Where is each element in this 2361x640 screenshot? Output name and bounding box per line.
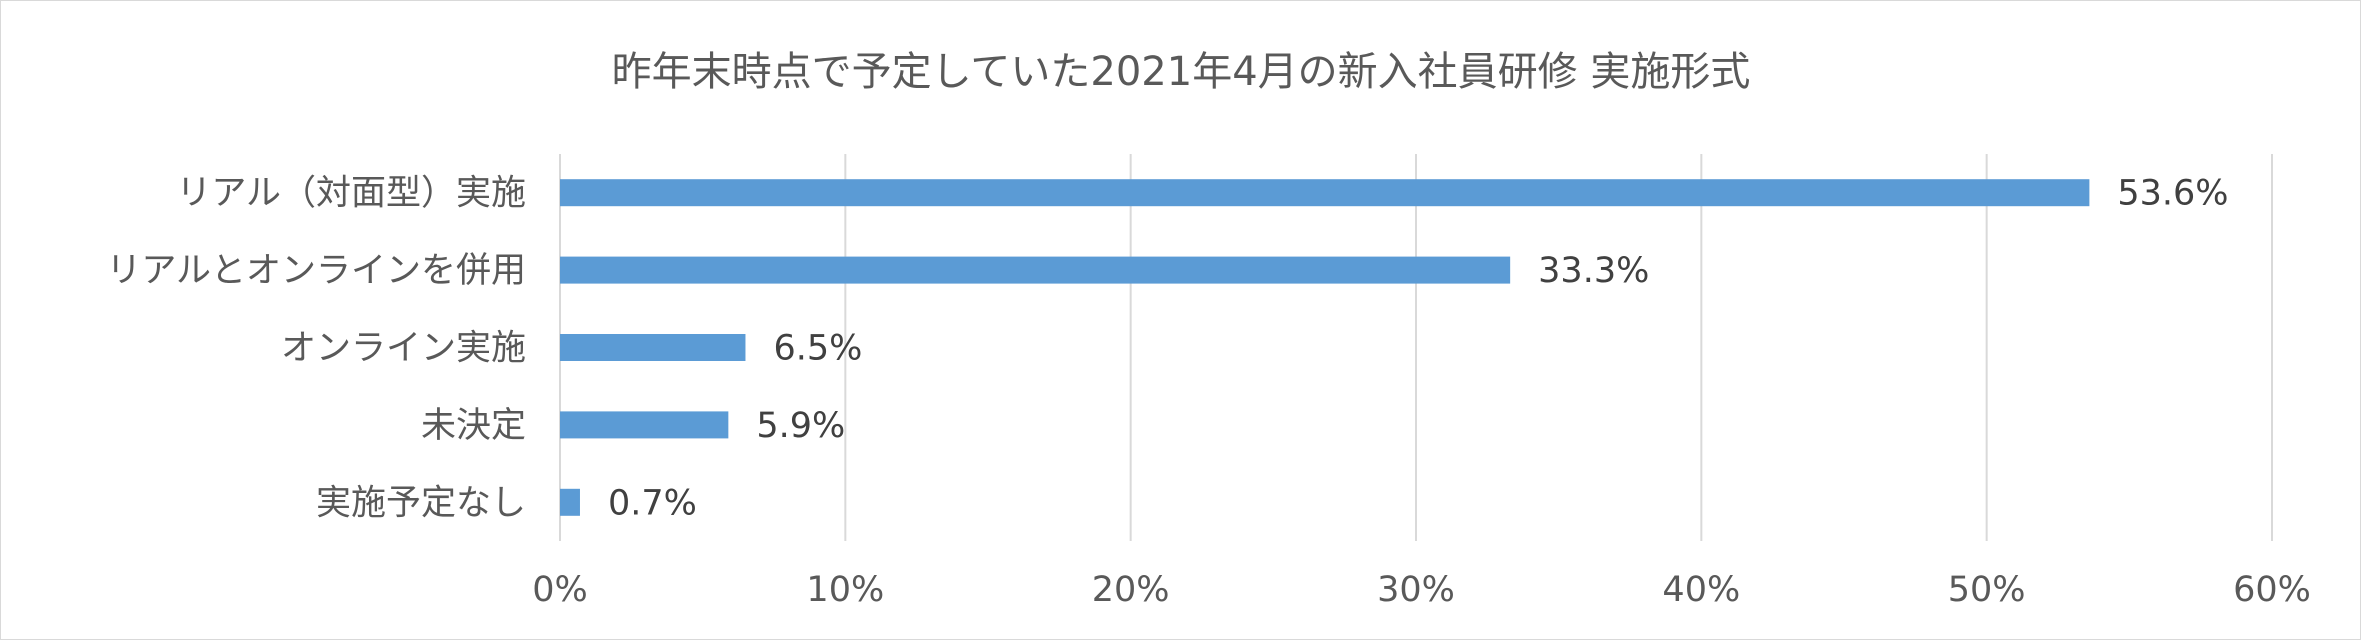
- x-tick-label: 40%: [1662, 570, 1740, 610]
- data-labels: 53.6% 33.3% 6.5% 5.9% 0.7%: [608, 174, 2229, 524]
- x-tick-label: 60%: [2233, 570, 2311, 610]
- grid-layer: [559, 154, 2273, 541]
- value-axis: 0% 10% 20% 30% 40% 50% 60%: [532, 570, 2311, 610]
- category-label: リアル（対面型）実施: [176, 174, 526, 214]
- category-label: リアルとオンラインを併用: [106, 251, 526, 291]
- chart-title: 昨年末時点で予定していた2021年4月の新入社員研修 実施形式: [612, 49, 1751, 95]
- x-tick-label: 0%: [532, 570, 588, 610]
- data-label: 6.5%: [773, 329, 862, 369]
- x-tick-label: 30%: [1377, 570, 1455, 610]
- bar: [560, 334, 746, 361]
- x-tick-label: 20%: [1092, 570, 1170, 610]
- bar: [560, 488, 580, 516]
- bar-layer: [560, 179, 2090, 516]
- bar: [560, 411, 729, 439]
- category-label: 未決定: [421, 406, 526, 446]
- data-label: 53.6%: [2117, 174, 2228, 214]
- x-tick-label: 10%: [806, 570, 884, 610]
- data-label: 5.9%: [756, 406, 845, 446]
- category-label: 実施予定なし: [316, 483, 526, 523]
- x-tick-label: 50%: [1948, 570, 2026, 610]
- data-label: 33.3%: [1538, 251, 1649, 291]
- data-label: 0.7%: [608, 483, 697, 523]
- bar: [560, 179, 2090, 207]
- category-label: オンライン実施: [281, 329, 526, 369]
- bar: [560, 256, 1511, 284]
